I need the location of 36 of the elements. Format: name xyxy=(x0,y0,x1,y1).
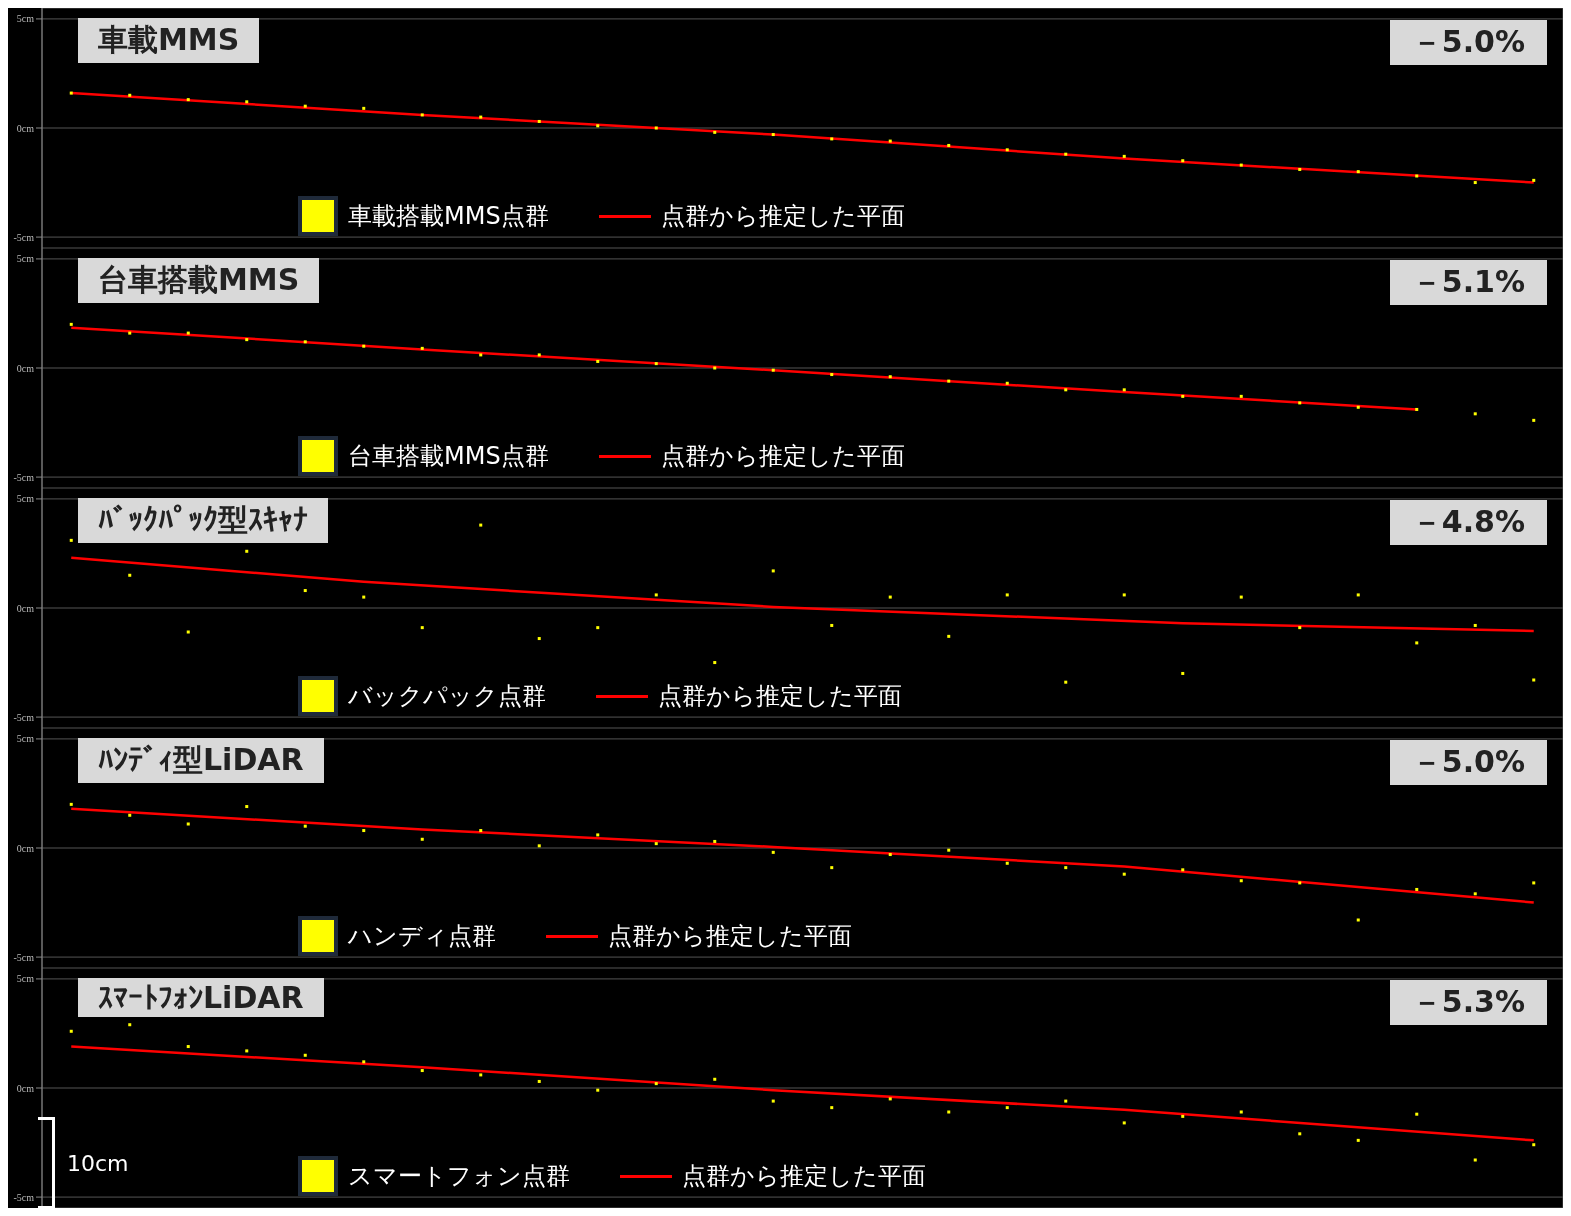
legend-label: 点群から推定した平面 xyxy=(660,201,905,232)
legend-label: 点群から推定した平面 xyxy=(660,441,905,472)
legend-label: 台車搭載MMS点群 xyxy=(348,441,549,472)
text: 車載MMS xyxy=(78,18,260,63)
annotation: 10cm xyxy=(67,1150,129,1176)
legend-label: 点群から推定した平面 xyxy=(608,921,852,952)
annotation: －4.8% xyxy=(1389,500,1547,545)
y-tick-label: 5cm xyxy=(16,493,35,505)
y-tick-label: -5cm xyxy=(13,711,35,723)
legend-label: 点群から推定した平面 xyxy=(658,681,902,712)
y-tick-label: -5cm xyxy=(13,471,35,483)
y-tick-label: 5cm xyxy=(16,13,35,25)
legend-label: 車載搭載MMS点群 xyxy=(348,201,549,232)
legend-label: スマートフォン点群 xyxy=(348,1161,570,1192)
text: 台車搭載MMS xyxy=(78,258,320,303)
legend-label: バックパック点群 xyxy=(348,681,546,712)
y-tick-label: 0cm xyxy=(16,842,35,854)
y-tick-label: -5cm xyxy=(13,951,35,963)
y-tick-label: 5cm xyxy=(16,253,35,265)
annotation: －5.1% xyxy=(1389,260,1547,305)
y-tick-label: 0cm xyxy=(16,122,35,134)
legend-label: 点群から推定した平面 xyxy=(682,1161,926,1192)
text: ﾊﾞｯｸﾊﾟｯｸ型ｽｷｬﾅ xyxy=(78,498,328,543)
annotation: －5.3% xyxy=(1389,980,1547,1025)
annotation: －5.0% xyxy=(1389,20,1547,65)
y-tick-label: 0cm xyxy=(16,602,35,614)
legend-label: ハンディ点群 xyxy=(348,921,496,952)
y-tick-label: -5cm xyxy=(13,1191,35,1203)
text: ﾊﾝﾃﾞｨ型LiDAR xyxy=(78,738,324,783)
y-tick-label: 0cm xyxy=(16,1082,35,1094)
y-tick-label: 5cm xyxy=(16,733,35,745)
y-tick-label: -5cm xyxy=(13,231,35,243)
y-tick-label: 0cm xyxy=(16,362,35,374)
annotation: －5.0% xyxy=(1389,740,1547,785)
y-tick-label: 5cm xyxy=(16,973,35,985)
chart-title: ｽﾏｰﾄﾌｫﾝLiDAR xyxy=(78,978,324,1017)
